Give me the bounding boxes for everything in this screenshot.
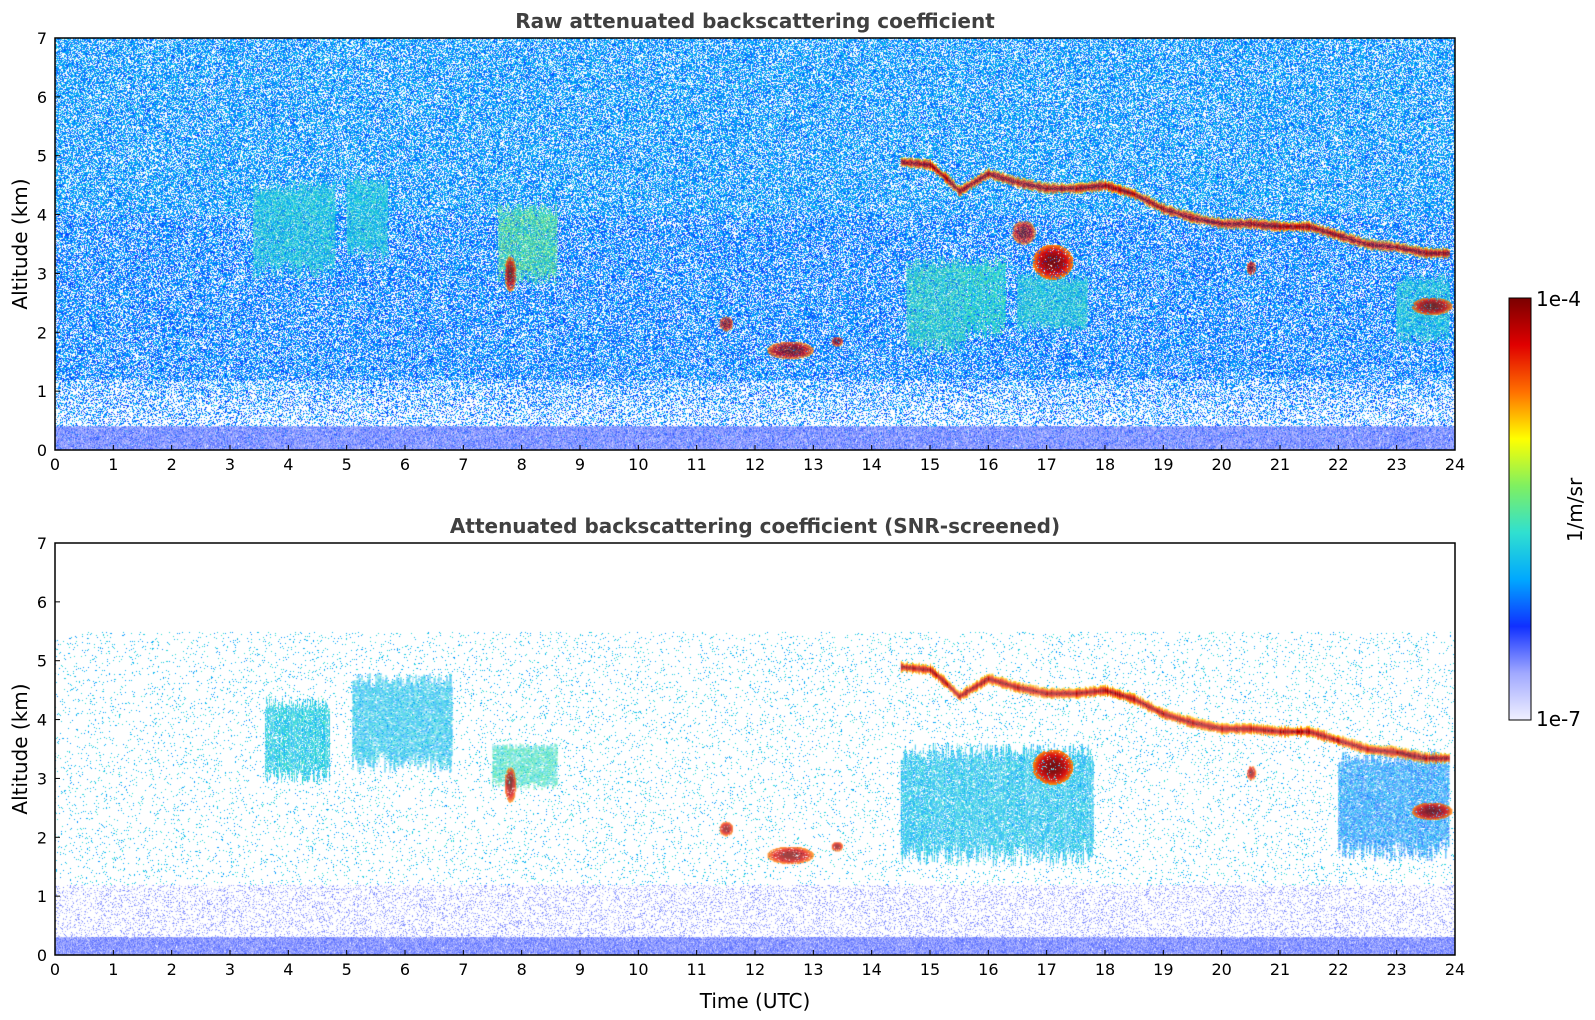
x-tick-label: 16 xyxy=(978,960,998,979)
x-tick-label: 6 xyxy=(400,960,410,979)
x-tick-label: 20 xyxy=(1211,960,1231,979)
x-tick-label: 15 xyxy=(920,455,940,474)
raw-heatmap-area xyxy=(55,38,1455,450)
x-tick-label: 7 xyxy=(458,455,468,474)
x-tick-label: 22 xyxy=(1328,455,1348,474)
screened-panel-title: Attenuated backscattering coefficient (S… xyxy=(450,514,1060,538)
x-tick-label: 2 xyxy=(167,455,177,474)
x-tick-label: 14 xyxy=(861,960,881,979)
screened-heatmap-area xyxy=(55,543,1455,955)
x-tick-label: 5 xyxy=(342,960,352,979)
x-tick-label: 4 xyxy=(283,455,293,474)
x-tick-label: 17 xyxy=(1036,455,1056,474)
x-tick-label: 17 xyxy=(1036,960,1056,979)
colorbar-max-label: 1e-4 xyxy=(1536,287,1581,311)
y-tick-label: 2 xyxy=(37,323,47,342)
x-tick-label: 13 xyxy=(803,455,823,474)
raw-panel-title: Raw attenuated backscattering coefficien… xyxy=(515,9,995,33)
x-tick-label: 10 xyxy=(628,455,648,474)
x-tick-label: 19 xyxy=(1153,455,1173,474)
x-tick-label: 24 xyxy=(1445,455,1465,474)
colorbar-gradient xyxy=(1508,297,1532,721)
x-tick-label: 3 xyxy=(225,960,235,979)
x-tick-label: 18 xyxy=(1095,960,1115,979)
y-tick-label: 6 xyxy=(37,593,47,612)
y-tick-label: 1 xyxy=(37,382,47,401)
x-tick-label: 13 xyxy=(803,960,823,979)
y-tick-label: 5 xyxy=(37,652,47,671)
x-tick-label: 11 xyxy=(686,455,706,474)
x-tick-label: 20 xyxy=(1211,455,1231,474)
x-tick-label: 21 xyxy=(1270,455,1290,474)
y-tick-label: 5 xyxy=(37,147,47,166)
x-tick-label: 12 xyxy=(745,960,765,979)
y-tick-label: 4 xyxy=(37,711,47,730)
x-tick-label: 5 xyxy=(342,455,352,474)
x-tick-label: 15 xyxy=(920,960,940,979)
x-tick-label: 10 xyxy=(628,960,648,979)
x-tick-label: 9 xyxy=(575,455,585,474)
x-tick-label: 0 xyxy=(50,455,60,474)
raw-y-axis-label: Altitude (km) xyxy=(8,178,32,309)
x-tick-label: 21 xyxy=(1270,960,1290,979)
colorbar: 1e-4 1e-7 1/m/sr xyxy=(1508,287,1587,731)
colorbar-min-label: 1e-7 xyxy=(1536,707,1581,731)
x-tick-label: 16 xyxy=(978,455,998,474)
x-tick-label: 23 xyxy=(1386,960,1406,979)
y-tick-label: 7 xyxy=(37,534,47,553)
x-tick-label: 6 xyxy=(400,455,410,474)
y-tick-label: 0 xyxy=(37,441,47,460)
panel-screened: Attenuated backscattering coefficient (S… xyxy=(8,514,1465,1013)
y-tick-label: 3 xyxy=(37,769,47,788)
x-tick-label: 4 xyxy=(283,960,293,979)
x-tick-label: 22 xyxy=(1328,960,1348,979)
colorbar-unit-label: 1/m/sr xyxy=(1563,477,1587,542)
x-tick-label: 7 xyxy=(458,960,468,979)
y-tick-label: 1 xyxy=(37,887,47,906)
x-tick-label: 19 xyxy=(1153,960,1173,979)
x-axis-label: Time (UTC) xyxy=(699,989,811,1013)
x-tick-label: 23 xyxy=(1386,455,1406,474)
x-tick-label: 2 xyxy=(167,960,177,979)
x-tick-label: 11 xyxy=(686,960,706,979)
x-tick-label: 24 xyxy=(1445,960,1465,979)
y-tick-label: 4 xyxy=(37,206,47,225)
y-tick-label: 3 xyxy=(37,264,47,283)
x-tick-label: 1 xyxy=(108,960,118,979)
y-tick-label: 0 xyxy=(37,946,47,965)
screened-y-axis-label: Altitude (km) xyxy=(8,683,32,814)
x-tick-label: 1 xyxy=(108,455,118,474)
x-tick-label: 14 xyxy=(861,455,881,474)
x-tick-label: 12 xyxy=(745,455,765,474)
x-tick-label: 8 xyxy=(517,455,527,474)
x-tick-label: 3 xyxy=(225,455,235,474)
y-tick-label: 6 xyxy=(37,88,47,107)
y-tick-label: 2 xyxy=(37,828,47,847)
x-tick-label: 8 xyxy=(517,960,527,979)
x-tick-label: 9 xyxy=(575,960,585,979)
panel-raw: Raw attenuated backscattering coefficien… xyxy=(8,9,1465,474)
x-tick-label: 0 xyxy=(50,960,60,979)
x-tick-label: 18 xyxy=(1095,455,1115,474)
y-tick-label: 7 xyxy=(37,29,47,48)
